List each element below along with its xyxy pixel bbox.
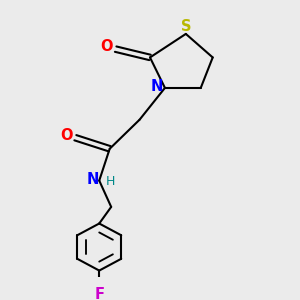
Text: O: O [60,128,73,143]
Text: N: N [150,79,163,94]
Text: O: O [100,39,113,54]
Text: H: H [106,176,115,188]
Text: N: N [86,172,99,187]
Text: F: F [94,287,104,300]
Text: S: S [181,19,191,34]
